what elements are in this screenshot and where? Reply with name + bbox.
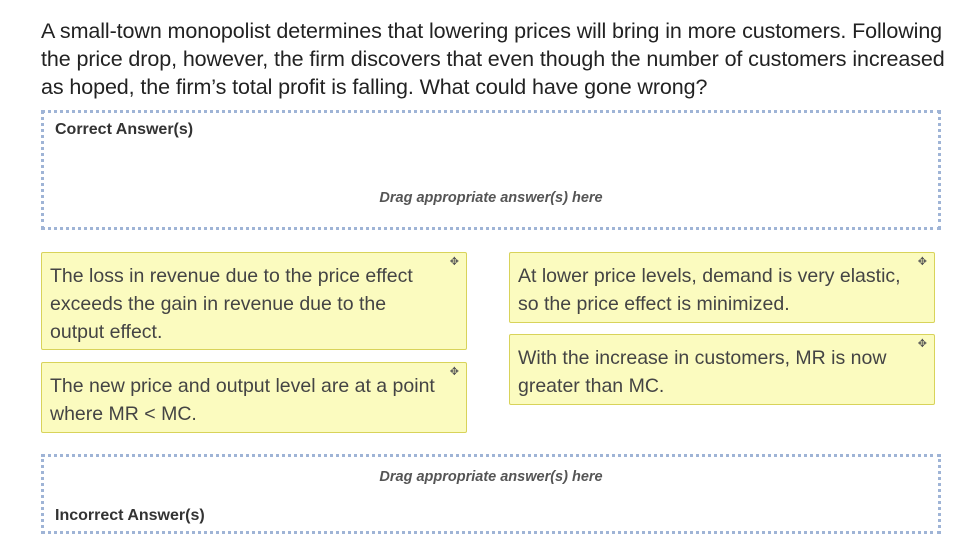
correct-drop-hint: Drag appropriate answer(s) here <box>379 190 603 206</box>
answer-card-mr-less-mc[interactable]: ✥ The new price and output level are at … <box>41 362 467 433</box>
move-icon[interactable]: ✥ <box>917 338 927 350</box>
answer-card-text: The loss in revenue due to the price eff… <box>50 265 413 343</box>
incorrect-drop-hint: Drag appropriate answer(s) here <box>379 469 603 485</box>
incorrect-answers-dropzone[interactable]: Drag appropriate answer(s) here Incorrec… <box>41 454 941 534</box>
answer-card-text: With the increase in customers, MR is no… <box>518 347 887 397</box>
move-icon[interactable]: ✥ <box>449 256 459 268</box>
answer-card-mr-greater-mc[interactable]: ✥ With the increase in customers, MR is … <box>509 334 935 405</box>
answer-card-text: At lower price levels, demand is very el… <box>518 265 901 315</box>
correct-answers-dropzone[interactable]: Correct Answer(s) Drag appropriate answe… <box>41 110 941 230</box>
incorrect-answers-title: Incorrect Answer(s) <box>55 507 205 524</box>
question-text: A small-town monopolist determines that … <box>41 19 945 99</box>
answer-card-price-effect[interactable]: ✥ The loss in revenue due to the price e… <box>41 252 467 350</box>
move-icon[interactable]: ✥ <box>449 366 459 378</box>
correct-answers-title: Correct Answer(s) <box>55 121 194 138</box>
answer-card-text: The new price and output level are at a … <box>50 375 435 425</box>
move-icon[interactable]: ✥ <box>917 256 927 268</box>
answer-card-elastic-demand[interactable]: ✥ At lower price levels, demand is very … <box>509 252 935 323</box>
